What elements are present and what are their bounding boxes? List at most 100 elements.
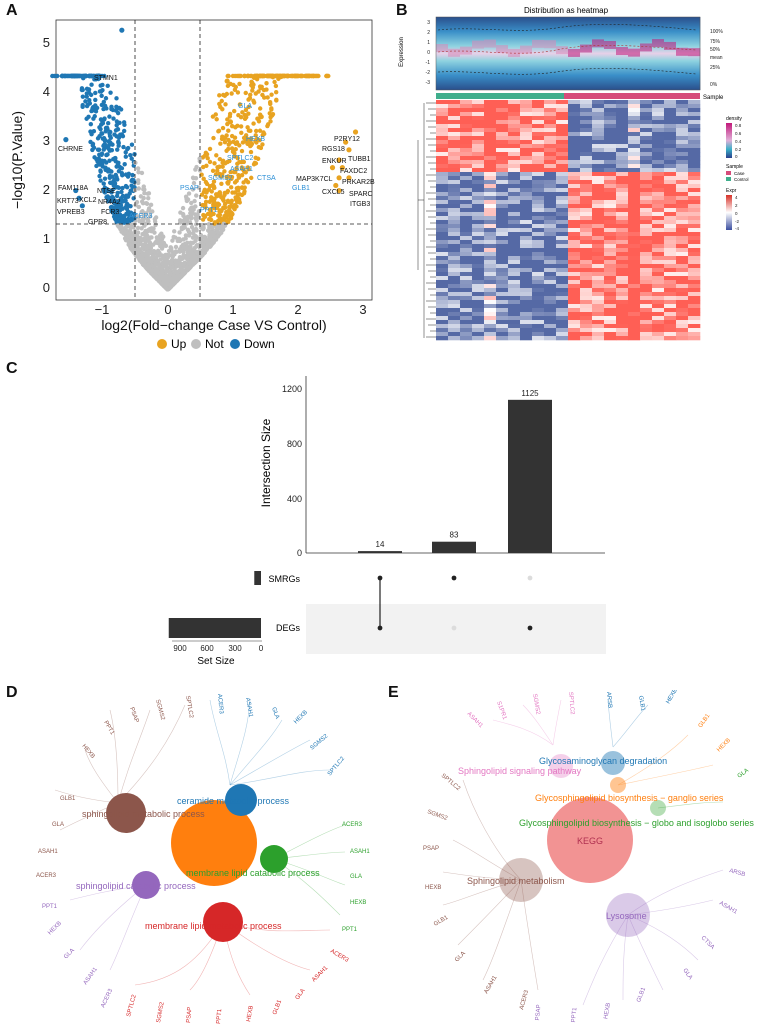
heat-cell xyxy=(568,232,581,237)
volcano-point xyxy=(173,244,179,250)
heat-cell xyxy=(544,256,557,261)
hub-node-lysosome[interactable] xyxy=(606,893,650,937)
volcano-point xyxy=(226,73,231,79)
volcano-point xyxy=(178,262,183,267)
volcano-point xyxy=(268,115,273,120)
hub-node-membrane-lipid[interactable] xyxy=(171,800,257,886)
heat-cell xyxy=(436,256,449,261)
heat-cell xyxy=(604,200,617,205)
heat-cell xyxy=(580,104,593,109)
volcano-point xyxy=(127,228,133,233)
heat-cell xyxy=(436,152,449,157)
heat-cell xyxy=(472,104,485,109)
legend-tick: 0 xyxy=(735,211,738,216)
volcano-point xyxy=(209,189,214,194)
heat-cell xyxy=(688,148,701,153)
heat-cell xyxy=(436,128,449,133)
volcano-point xyxy=(97,162,103,167)
heat-cell xyxy=(616,160,629,165)
heat-cell xyxy=(544,328,557,333)
volcano-point xyxy=(233,169,238,175)
heat-cell xyxy=(580,272,593,277)
heat-cell xyxy=(496,164,509,169)
heat-cell xyxy=(448,100,461,105)
heat-cell xyxy=(616,172,629,177)
volcano-point xyxy=(108,180,114,186)
heat-cell xyxy=(448,204,461,209)
heat-cell xyxy=(472,312,485,317)
gene: PPT1 xyxy=(102,720,115,737)
heat-cell xyxy=(484,260,497,265)
heat-cell xyxy=(532,112,545,117)
heat-cell xyxy=(436,224,449,229)
volcano-point xyxy=(125,194,131,199)
heat-cell xyxy=(460,288,473,293)
volcano-point xyxy=(150,209,155,214)
hub-node-ganglio[interactable] xyxy=(610,777,626,793)
heat-cell xyxy=(508,264,521,269)
heat-cell xyxy=(484,324,497,329)
xtick: −1 xyxy=(95,302,110,317)
setsize-label: Set Size xyxy=(197,656,235,667)
heat-cell xyxy=(544,288,557,293)
heat-cell xyxy=(640,124,653,129)
volcano-point xyxy=(122,213,127,219)
heat-cell xyxy=(484,264,497,269)
heat-cell xyxy=(544,228,557,233)
heat-cell xyxy=(460,140,473,145)
gene-label-blue: HEXB xyxy=(246,136,265,143)
heat-cell xyxy=(496,160,509,165)
volcano-point xyxy=(116,143,121,148)
heat-cell xyxy=(664,228,677,233)
hub-node-sphingolipid-metabolic[interactable] xyxy=(106,793,146,833)
volcano-point-down xyxy=(119,27,125,33)
heat-cell xyxy=(460,180,473,185)
gene: GLA xyxy=(681,968,693,981)
heat-cell xyxy=(652,320,665,325)
heat-cell xyxy=(520,312,533,317)
density-peak xyxy=(604,40,617,49)
hub-node-globo[interactable] xyxy=(650,800,666,816)
hub-node-sphingolipid-signaling[interactable] xyxy=(549,754,573,778)
heat-cell xyxy=(472,192,485,197)
volcano-point xyxy=(265,123,270,129)
matrix-dot xyxy=(451,575,457,581)
heat-cell xyxy=(556,228,569,233)
hub-node-ceramide[interactable] xyxy=(225,784,257,816)
heat-cell xyxy=(544,336,557,341)
volcano-point xyxy=(84,91,89,96)
heat-cell xyxy=(436,144,449,149)
heat-cell xyxy=(460,104,473,109)
volcano-point xyxy=(262,131,267,137)
gene-label-blue: ASAH1 xyxy=(230,166,253,173)
heat-cell xyxy=(688,160,701,165)
heat-cell xyxy=(592,244,605,249)
hub-node-membrane-lipid-catabolic[interactable] xyxy=(260,845,288,873)
volcano-point xyxy=(135,237,140,243)
heat-cell xyxy=(472,176,485,181)
heat-cell xyxy=(448,296,461,301)
hub-node-kegg[interactable] xyxy=(547,797,633,883)
heat-cell xyxy=(568,172,581,177)
dens-ytick: -2 xyxy=(426,70,431,76)
heat-cell xyxy=(688,100,701,105)
hub-node-sphingolipid-metabolism[interactable] xyxy=(499,858,543,902)
volcano-point xyxy=(100,121,106,126)
heat-cell xyxy=(448,208,461,213)
heat-cell xyxy=(640,204,653,209)
heat-cell xyxy=(592,176,605,181)
heat-cell xyxy=(592,104,605,109)
hub-node-glycosaminoglycan[interactable] xyxy=(601,751,625,775)
heat-cell xyxy=(460,244,473,249)
heat-cell xyxy=(532,104,545,109)
gene: SPTLC2 xyxy=(567,692,575,716)
heat-cell xyxy=(520,216,533,221)
heat-cell xyxy=(568,100,581,105)
edge xyxy=(617,734,689,786)
hub-node-sphingolipid-catabolic[interactable] xyxy=(132,871,160,899)
heat-cell xyxy=(484,228,497,233)
heat-cell xyxy=(580,160,593,165)
heat-cell xyxy=(688,272,701,277)
heat-cell xyxy=(616,148,629,153)
hub-node-membrane-lipid-metabolic[interactable] xyxy=(203,902,243,942)
